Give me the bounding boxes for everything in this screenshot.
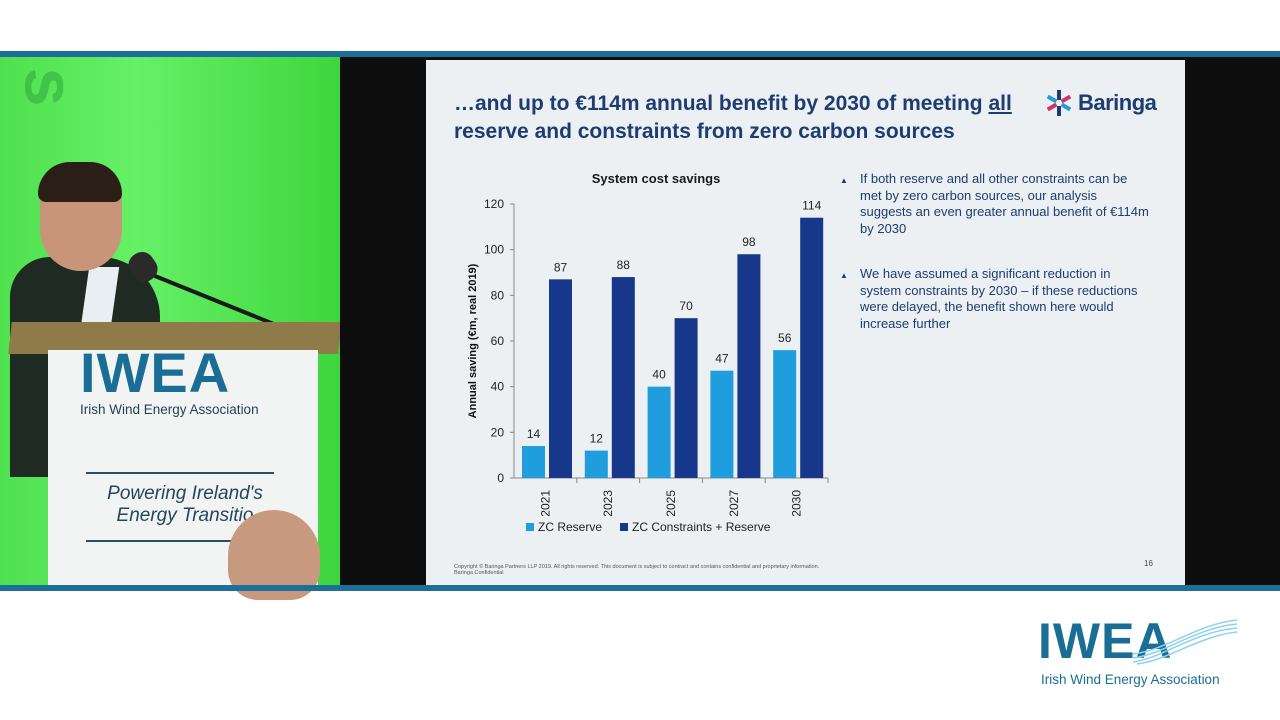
- data-label: 70: [679, 299, 693, 313]
- slide-title: …and up to €114m annual benefit by 2030 …: [454, 92, 1012, 143]
- slide-footer: Copyright © Baringa Partners LLP 2019. A…: [454, 564, 820, 576]
- wind-lines-icon: [1133, 619, 1238, 665]
- triangle-bullet-icon: ▲: [840, 271, 848, 280]
- y-tick-label: 120: [484, 197, 504, 211]
- bar-zc-reserve: [773, 350, 797, 478]
- frame-bottom-line: [0, 585, 1280, 591]
- data-label: 47: [715, 352, 729, 366]
- baringa-logo: Baringa: [1044, 88, 1157, 118]
- iwea-logo: IWEA Irish Wind Energy Association: [1038, 612, 1248, 692]
- data-label: 88: [617, 258, 631, 272]
- y-tick-label: 0: [497, 471, 504, 485]
- y-axis-label: Annual saving (€m, real 2019): [467, 263, 479, 418]
- triangle-bullet-icon: ▲: [840, 176, 848, 185]
- bar-zc-constraints-reserve: [737, 254, 761, 478]
- slide: …and up to €114m annual benefit by 2030 …: [426, 60, 1185, 585]
- bullet-2: ▲ We have assumed a significant reductio…: [840, 266, 1138, 331]
- bar-zc-constraints-reserve: [800, 217, 824, 478]
- baringa-star-icon: [1046, 90, 1072, 116]
- camera-view: s: [0, 57, 340, 585]
- bar-zc-constraints-reserve: [549, 279, 572, 478]
- y-tick-label: 40: [491, 380, 505, 394]
- system-cost-savings-chart: 0 20 40 60 80 100 120 Annual saving (€m, real 2…: [467, 197, 829, 534]
- bar-zc-reserve: [584, 450, 608, 478]
- x-tick-label: 2030: [790, 490, 804, 517]
- page-number: 16: [1144, 559, 1153, 568]
- legend-swatch: [526, 523, 534, 531]
- legend-label: ZC Constraints + Reserve: [632, 520, 771, 534]
- chart-title: System cost savings: [591, 171, 721, 186]
- y-tick-label: 20: [491, 425, 505, 439]
- brand-name: Baringa: [1078, 90, 1157, 115]
- legend-swatch: [620, 523, 628, 531]
- x-tick-label: 2025: [664, 490, 678, 517]
- background-signage: s: [10, 67, 89, 107]
- podium-slogan: Powering Ireland's Energy Transitio: [107, 483, 263, 526]
- bar-zc-reserve: [522, 446, 545, 478]
- x-tick-label: 2027: [727, 490, 741, 517]
- bar-zc-constraints-reserve: [674, 318, 698, 478]
- frame-top-line: [0, 51, 1280, 57]
- data-label: 114: [802, 199, 821, 213]
- data-label: 87: [554, 260, 568, 274]
- bar-zc-constraints-reserve: [611, 277, 635, 478]
- data-label: 40: [652, 368, 666, 382]
- data-label: 12: [590, 432, 604, 446]
- data-label: 56: [778, 331, 792, 345]
- x-tick-label: 2021: [538, 490, 552, 517]
- iwea-logo-subtitle: Irish Wind Energy Association: [1041, 672, 1220, 687]
- speaker-hair: [38, 162, 122, 202]
- podium-rule-bottom: [86, 540, 274, 542]
- legend-label: ZC Reserve: [538, 520, 602, 534]
- podium-logo: IWEA: [80, 341, 231, 404]
- x-tick-label: 2023: [601, 490, 615, 517]
- data-label: 98: [742, 235, 756, 249]
- iwea-logo-word: IWEA: [1038, 613, 1173, 669]
- title-underlined-word: all: [988, 92, 1012, 115]
- data-label: 14: [527, 427, 541, 441]
- bar-zc-reserve: [647, 386, 671, 478]
- y-tick-label: 100: [484, 243, 504, 257]
- y-tick-label: 80: [491, 288, 505, 302]
- bullet-1: ▲ If both reserve and all other constrai…: [840, 171, 1149, 236]
- podium-subtitle: Irish Wind Energy Association: [80, 402, 259, 417]
- y-tick-label: 60: [491, 334, 505, 348]
- bar-zc-reserve: [710, 370, 734, 478]
- podium-rule-top: [86, 472, 274, 474]
